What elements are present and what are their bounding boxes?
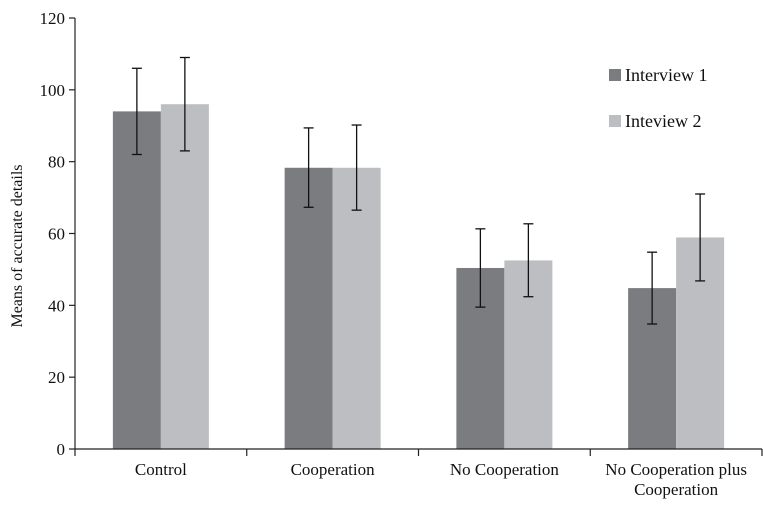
y-tick-label: 40 [48, 296, 65, 315]
x-axis: Control Cooperation No Cooperation No Coope… [74, 448, 763, 499]
bar-1-2 [284, 167, 333, 449]
x-category-label: Control [135, 460, 187, 479]
legend-label: Inteview 2 [625, 111, 701, 131]
y-tick-label: 120 [40, 9, 66, 28]
y-tick-label: 100 [40, 81, 66, 100]
legend-swatch [609, 115, 621, 127]
error-bars [131, 56, 706, 325]
y-tick-label: 80 [48, 153, 65, 172]
y-tick-label: 0 [57, 440, 66, 459]
x-category-label: Cooperation [291, 460, 376, 479]
legend-label: Interview 1 [625, 65, 707, 85]
bar-2-2 [332, 167, 381, 449]
bars [112, 104, 725, 449]
y-tick-label: 20 [48, 368, 65, 387]
x-category-label: No Cooperation [450, 460, 560, 479]
legend: Interview 1 Inteview 2 [609, 65, 707, 131]
bar-2-1 [160, 104, 209, 449]
y-tick-label: 60 [48, 225, 65, 244]
x-category-label: Cooperation [634, 480, 719, 499]
bar-1-1 [112, 111, 161, 449]
x-category-label: No Cooperation plus [605, 460, 747, 479]
y-axis: 0 20 40 60 80 100 120 [40, 9, 76, 459]
y-axis-title: Means of accurate details [9, 164, 26, 327]
legend-swatch [609, 69, 621, 81]
